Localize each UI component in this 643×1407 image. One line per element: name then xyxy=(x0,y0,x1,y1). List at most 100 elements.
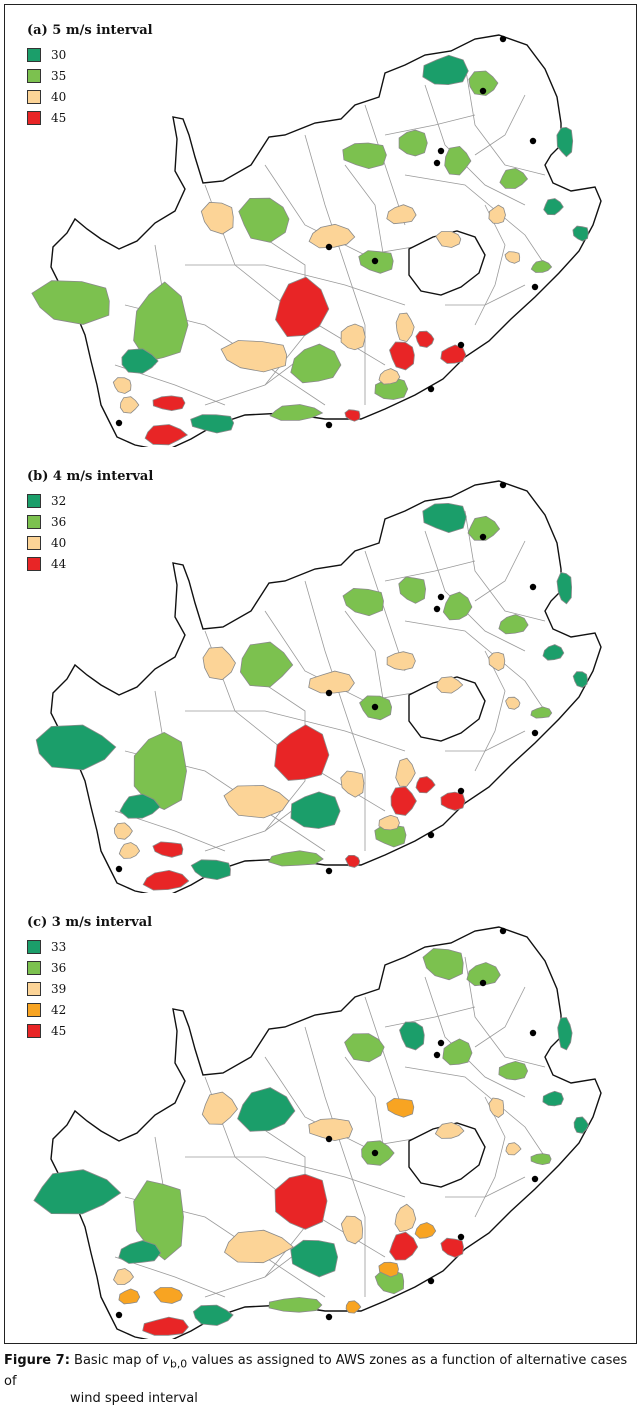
aws-zone xyxy=(415,776,436,794)
station-marker xyxy=(529,1029,537,1037)
station-marker xyxy=(437,1039,445,1047)
figure-caption: Figure 7: Basic map of vb,0 values as as… xyxy=(4,1352,634,1407)
station-marker xyxy=(499,481,507,489)
caption-text-pre: Basic map of xyxy=(74,1353,163,1368)
legend-swatch xyxy=(27,556,41,571)
aws-zone xyxy=(498,614,529,635)
aws-zone xyxy=(414,1222,437,1239)
aws-zone xyxy=(202,646,236,681)
map-panel-b: (b) 4 m/s interval 32 36 40 44 xyxy=(5,451,638,893)
aws-zone xyxy=(542,1090,564,1107)
station-marker xyxy=(437,147,445,155)
legend-value: 45 xyxy=(51,1023,67,1038)
aws-zone xyxy=(466,962,501,987)
legend-value: 36 xyxy=(51,960,67,975)
aws-zone xyxy=(436,676,464,694)
legend-swatch xyxy=(27,493,41,508)
aws-zone xyxy=(152,841,184,858)
aws-zone xyxy=(530,260,553,273)
aws-zone xyxy=(344,1033,385,1063)
aws-zone xyxy=(308,1118,353,1142)
legend-c: (c) 3 m/s interval 33 36 39 42 45 xyxy=(27,915,152,1041)
station-marker xyxy=(371,703,379,711)
station-marker xyxy=(427,831,435,839)
aws-zone xyxy=(556,126,574,158)
caption-subscript: b,0 xyxy=(169,1357,188,1371)
aws-zone xyxy=(142,869,190,891)
aws-zone xyxy=(435,231,462,248)
aws-zone xyxy=(395,757,416,787)
aws-zone xyxy=(390,786,417,816)
aws-zone xyxy=(468,70,499,96)
legend-swatch xyxy=(27,110,41,125)
aws-zone xyxy=(398,129,428,157)
aws-zone xyxy=(238,197,290,243)
aws-zone xyxy=(498,1060,529,1081)
aws-zone xyxy=(118,1288,141,1305)
aws-zone xyxy=(344,855,361,868)
station-marker xyxy=(531,283,539,291)
aws-zone xyxy=(345,1300,362,1314)
station-marker xyxy=(479,979,487,987)
aws-zone xyxy=(274,724,330,781)
legend-value: 35 xyxy=(51,68,67,83)
aws-zone xyxy=(342,142,387,170)
aws-zone xyxy=(220,340,288,373)
aws-zone xyxy=(152,395,186,412)
station-marker xyxy=(437,593,445,601)
legend-item: 44 xyxy=(27,553,153,574)
station-marker xyxy=(325,689,333,697)
station-marker xyxy=(433,159,441,167)
aws-zone xyxy=(499,167,529,189)
aws-zone xyxy=(386,204,417,225)
legend-b: (b) 4 m/s interval 32 36 40 44 xyxy=(27,469,153,574)
legend-value: 32 xyxy=(51,493,67,508)
legend-item: 36 xyxy=(27,957,152,978)
station-marker xyxy=(529,137,537,145)
legend-swatch xyxy=(27,981,41,996)
aws-zone xyxy=(190,859,231,881)
station-marker xyxy=(433,605,441,613)
caption-line-2: wind speed interval xyxy=(70,1390,198,1406)
legend-value: 45 xyxy=(51,110,67,125)
aws-zone xyxy=(386,1097,415,1118)
legend-swatch xyxy=(27,960,41,975)
station-marker xyxy=(433,1051,441,1059)
station-marker xyxy=(371,257,379,265)
figure-frame: (a) 5 m/s interval 30 35 40 45 (b) 4 m/s… xyxy=(4,4,637,1344)
station-marker xyxy=(325,421,333,429)
station-marker xyxy=(457,787,465,795)
aws-zone xyxy=(389,1231,419,1261)
aws-zone xyxy=(386,651,416,671)
aws-zone xyxy=(153,1287,183,1304)
legend-title: (b) 4 m/s interval xyxy=(27,469,154,484)
aws-zone xyxy=(488,651,506,672)
legend-value: 36 xyxy=(51,514,67,529)
legend-value: 39 xyxy=(51,981,67,996)
aws-zone xyxy=(389,341,415,371)
aws-zone xyxy=(268,850,324,867)
legend-item: 36 xyxy=(27,511,153,532)
station-marker xyxy=(529,583,537,591)
station-marker xyxy=(325,243,333,251)
aws-zone xyxy=(442,591,473,621)
aws-zone xyxy=(488,204,506,224)
legend-value: 40 xyxy=(51,89,67,104)
aws-zone xyxy=(543,198,564,216)
aws-zone xyxy=(340,323,366,351)
legend-value: 33 xyxy=(51,939,67,954)
legend-swatch xyxy=(27,68,41,83)
aws-zone xyxy=(33,1169,122,1215)
aws-zone xyxy=(573,1116,589,1134)
legend-title: (c) 3 m/s interval xyxy=(27,915,153,930)
aws-zone xyxy=(378,1261,399,1278)
legend-swatch xyxy=(27,47,41,62)
south-africa-map-c xyxy=(33,926,602,1339)
aws-zone xyxy=(572,225,589,242)
map-panel-a: (a) 5 m/s interval 30 35 40 45 xyxy=(5,5,638,447)
aws-zone xyxy=(308,670,355,694)
aws-zone xyxy=(121,348,159,374)
legend-item: 42 xyxy=(27,999,152,1020)
aws-zone xyxy=(308,223,356,249)
aws-zone xyxy=(556,572,573,605)
